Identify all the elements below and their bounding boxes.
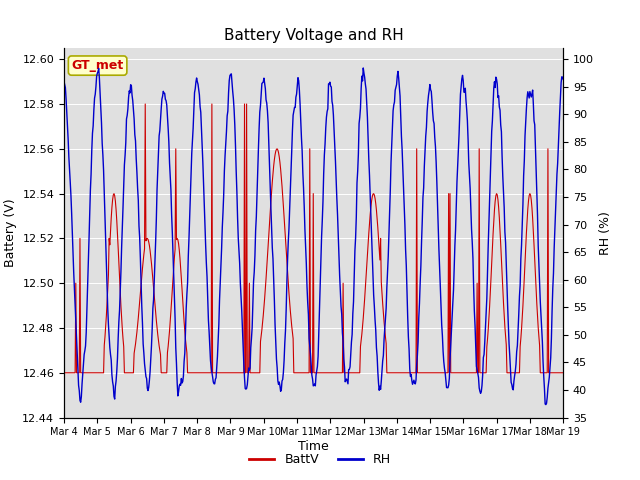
Y-axis label: Battery (V): Battery (V) <box>4 199 17 267</box>
Text: GT_met: GT_met <box>72 59 124 72</box>
X-axis label: Time: Time <box>298 440 329 453</box>
Y-axis label: RH (%): RH (%) <box>600 211 612 255</box>
Legend: BattV, RH: BattV, RH <box>244 448 396 471</box>
Title: Battery Voltage and RH: Battery Voltage and RH <box>224 28 403 43</box>
